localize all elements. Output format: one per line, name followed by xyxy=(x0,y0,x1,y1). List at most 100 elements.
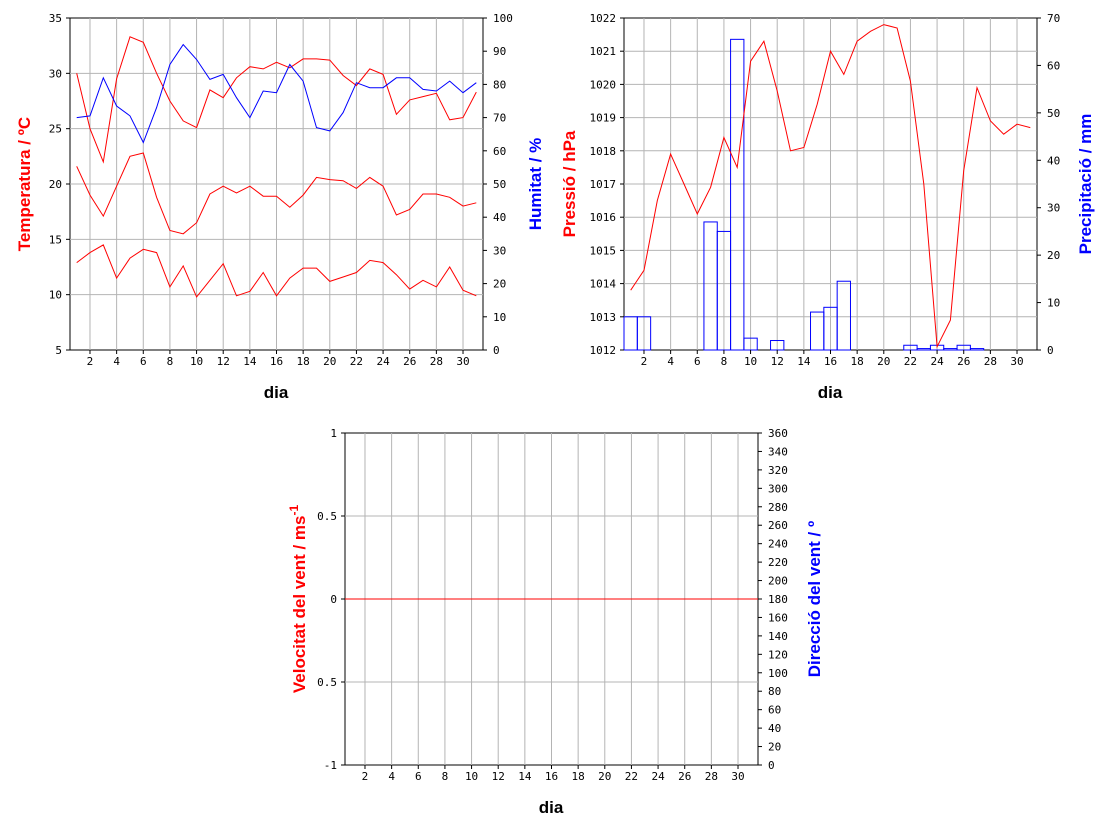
y-right-tick-label: 0 xyxy=(768,759,775,772)
x-tick-label: 12 xyxy=(771,355,784,368)
y-left-tick-label: 0 xyxy=(330,593,337,606)
x-tick-label: 14 xyxy=(797,355,811,368)
x-tick-label: 28 xyxy=(984,355,997,368)
y-left-tick-label: 1013 xyxy=(590,311,617,324)
chart1-xlabel: dia xyxy=(264,383,289,402)
x-tick-label: 26 xyxy=(678,770,691,783)
y-right-tick-label: 20 xyxy=(493,278,506,291)
y-left-tick-label: 0.5 xyxy=(317,676,337,689)
x-tick-label: 16 xyxy=(824,355,837,368)
y-right-tick-label: 180 xyxy=(768,593,788,606)
y-left-tick-label: 25 xyxy=(49,123,62,136)
temperature-line xyxy=(76,244,477,298)
chart1-series xyxy=(76,36,477,298)
y-left-tick-label: 35 xyxy=(49,12,62,25)
x-tick-label: 22 xyxy=(350,355,363,368)
y-right-tick-label: 40 xyxy=(1047,154,1060,167)
y-left-tick-label: -1 xyxy=(324,759,337,772)
x-tick-label: 22 xyxy=(625,770,638,783)
pressure-precip-chart: 2 4 6 8 10 12 14 16 18 20 22 24 26 28 3010121013101410… xyxy=(560,12,1095,402)
y-right-tick-label: 70 xyxy=(1047,12,1060,25)
y-left-tick-label: 10 xyxy=(49,289,62,302)
x-tick-label: 6 xyxy=(140,355,147,368)
chart1-ylabel-right: Humitat / % xyxy=(526,138,545,231)
x-tick-label: 6 xyxy=(694,355,701,368)
x-tick-label: 20 xyxy=(877,355,890,368)
y-right-tick-label: 260 xyxy=(768,519,788,532)
y-right-tick-label: 240 xyxy=(768,538,788,551)
y-right-tick-label: 80 xyxy=(768,685,781,698)
chart3-ylabel-right: Direcció del vent / º xyxy=(805,521,824,677)
x-tick-label: 30 xyxy=(731,770,744,783)
y-right-tick-label: 340 xyxy=(768,445,788,458)
x-tick-label: 16 xyxy=(545,770,558,783)
x-tick-label: 8 xyxy=(721,355,728,368)
y-left-tick-label: 1019 xyxy=(590,112,617,125)
x-tick-label: 20 xyxy=(598,770,611,783)
y-left-tick-label: 1012 xyxy=(590,344,617,357)
y-right-tick-label: 140 xyxy=(768,630,788,643)
x-tick-label: 18 xyxy=(572,770,585,783)
temperature-line xyxy=(76,152,477,235)
x-tick-label: 14 xyxy=(518,770,532,783)
y-left-tick-label: 1022 xyxy=(590,12,617,25)
precipitation-bar xyxy=(969,348,985,351)
y-right-tick-label: 100 xyxy=(493,12,513,25)
y-right-tick-label: 20 xyxy=(1047,249,1060,262)
x-tick-label: 24 xyxy=(930,355,944,368)
x-tick-label: 4 xyxy=(113,355,120,368)
chart2-ticks: 2 4 6 8 10 12 14 16 18 20 22 24 26 28 3010121013101410… xyxy=(590,12,1061,368)
x-tick-label: 20 xyxy=(323,355,336,368)
y-left-tick-label: 5 xyxy=(55,344,62,357)
y-right-tick-label: 80 xyxy=(493,78,506,91)
y-right-tick-label: 0 xyxy=(1047,344,1054,357)
x-tick-label: 28 xyxy=(430,355,443,368)
y-right-tick-label: 60 xyxy=(768,704,781,717)
x-tick-label: 14 xyxy=(243,355,257,368)
chart1-grid xyxy=(70,18,483,350)
y-left-tick-label: 1 xyxy=(330,427,337,440)
x-tick-label: 4 xyxy=(388,770,395,783)
x-tick-label: 26 xyxy=(403,355,416,368)
chart3-ylabel-left-main: Velocitat del vent / ms xyxy=(290,516,309,694)
x-tick-label: 2 xyxy=(641,355,648,368)
y-left-tick-label: 15 xyxy=(49,233,62,246)
x-tick-label: 12 xyxy=(492,770,505,783)
y-left-tick-label: 30 xyxy=(49,67,62,80)
humidity-line xyxy=(76,43,477,144)
y-right-tick-label: 300 xyxy=(768,482,788,495)
x-tick-label: 16 xyxy=(270,355,283,368)
pressure-line xyxy=(630,24,1031,349)
x-tick-label: 8 xyxy=(442,770,449,783)
wind-chart: 2 4 6 8 10 12 14 16 18 20 22 24 26 28 30-10.500.510204… xyxy=(287,427,824,817)
x-tick-label: 6 xyxy=(415,770,422,783)
precipitation-bar xyxy=(730,38,745,351)
x-tick-label: 2 xyxy=(87,355,94,368)
y-right-tick-label: 70 xyxy=(493,112,506,125)
y-right-tick-label: 10 xyxy=(493,311,506,324)
y-right-tick-label: 40 xyxy=(768,722,781,735)
y-right-tick-label: 60 xyxy=(493,145,506,158)
x-tick-label: 12 xyxy=(217,355,230,368)
y-left-tick-label: 1016 xyxy=(590,211,617,224)
x-tick-label: 10 xyxy=(465,770,478,783)
chart3-ylabel-left: Velocitat del vent / ms-1 xyxy=(287,505,309,694)
x-tick-label: 18 xyxy=(851,355,864,368)
x-tick-label: 4 xyxy=(667,355,674,368)
y-right-tick-label: 20 xyxy=(768,741,781,754)
y-right-tick-label: 220 xyxy=(768,556,788,569)
y-right-tick-label: 40 xyxy=(493,211,506,224)
chart1-ylabel-left: Temperatura / ºC xyxy=(15,117,34,251)
chart2-xlabel: dia xyxy=(818,383,843,402)
x-tick-label: 8 xyxy=(167,355,174,368)
x-tick-label: 24 xyxy=(376,355,390,368)
y-right-tick-label: 0 xyxy=(493,344,500,357)
y-right-tick-label: 160 xyxy=(768,611,788,624)
temp-humidity-chart: 2 4 6 8 10 12 14 16 18 20 22 24 26 28 3051015202530350… xyxy=(15,12,545,402)
y-right-tick-label: 320 xyxy=(768,464,788,477)
y-right-tick-label: 120 xyxy=(768,648,788,661)
x-tick-label: 18 xyxy=(297,355,310,368)
chart3-ylabel-left-sup: -1 xyxy=(287,505,301,516)
y-right-tick-label: 100 xyxy=(768,667,788,680)
